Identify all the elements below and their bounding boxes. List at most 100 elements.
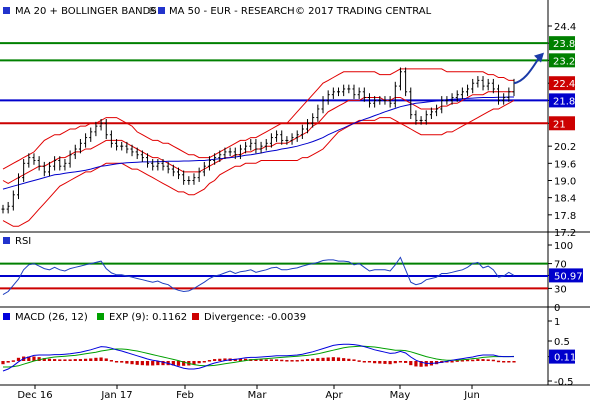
ma20-legend-swatch: [3, 7, 10, 14]
macd-divergence-bar: [140, 361, 144, 366]
macd-divergence-bar: [305, 359, 310, 361]
x-tick-label: May: [390, 390, 411, 400]
macd-divergence-bar: [161, 361, 165, 366]
macd-divergence-bar: [378, 361, 382, 364]
macd-divergence-bar: [259, 359, 263, 361]
ma50-legend-swatch: [158, 7, 165, 14]
macd-divergence-bar: [238, 358, 243, 361]
macd-current-box: [549, 349, 575, 364]
rsi-tick-label: 100: [554, 241, 573, 252]
x-axis: Dec 16 Jan 17 Feb Mar Apr May Jun: [17, 385, 480, 400]
macd-divergence-bar: [471, 359, 475, 362]
macd-divergence-bar: [213, 359, 217, 361]
macd-legend-swatch: [192, 313, 199, 320]
macd-main-line: [2, 343, 514, 372]
copyright-text: © 2017 TRADING CENTRAL: [295, 6, 432, 17]
macd-divergence-bar: [465, 359, 470, 362]
level-label-box-resistance: [549, 53, 575, 68]
macd-divergence-bar: [243, 358, 248, 361]
x-tick-label: Apr: [325, 390, 343, 400]
price-tick-label: 17.8: [554, 211, 576, 222]
macd-divergence-bar: [414, 361, 418, 367]
level-label-resistance: 23.8: [553, 39, 575, 50]
x-tick-label: Mar: [248, 390, 268, 400]
macd-divergence-bar: [11, 360, 15, 362]
macd-divergence-bar: [94, 357, 98, 361]
rsi-legend-swatch: [3, 237, 10, 244]
macd-divergence-bar: [502, 361, 506, 363]
macd-divergence-bar: [89, 358, 93, 361]
price-tick-label: 20.2: [554, 142, 576, 153]
macd-divergence-bar: [37, 357, 41, 361]
macd-divergence-bar: [295, 360, 299, 362]
macd-divergence-bar: [63, 359, 67, 361]
macd-divergence-bar: [145, 361, 150, 366]
macd-divergence-bar: [321, 357, 325, 361]
macd-divergence-bar: [419, 361, 423, 367]
macd-legend-swatch: [3, 313, 10, 320]
macd-divergence-bar: [99, 357, 103, 361]
level-label-box-resistance: [549, 36, 575, 51]
macd-divergence-bar: [404, 361, 408, 363]
macd-divergence-bar: [486, 359, 490, 361]
macd-divergence-bar: [507, 361, 511, 363]
macd-divergence-bar: [455, 360, 459, 362]
forecast-arrow-head: [534, 52, 544, 63]
macd-divergence-bar: [300, 359, 304, 362]
macd-divergence-bar: [254, 359, 258, 361]
price-candles: [1, 52, 544, 214]
level-label-current: 22.4: [553, 79, 575, 90]
ma50-legend-label: MA 50 - EUR - RESEARCH: [169, 6, 295, 17]
macd-current-label: 0.11: [554, 353, 576, 364]
macd-divergence-bar: [352, 359, 356, 361]
rsi-tick-label: 70: [554, 260, 567, 271]
macd-legend-label: EXP (9): 0.1162: [109, 312, 187, 323]
macd-divergence-bar: [83, 358, 88, 361]
rsi-line: [2, 256, 515, 296]
rsi-tick-label: 0: [554, 303, 560, 314]
macd-divergence-bar: [311, 358, 315, 361]
x-tick-label: Jun: [463, 390, 480, 400]
macd-divergence-bar: [135, 361, 139, 365]
macd-divergence-bar: [357, 360, 361, 362]
level-label-resistance: 23.2: [553, 56, 575, 67]
rsi-series-line: [2, 256, 515, 296]
macd-divergence-bar: [373, 361, 377, 364]
macd-divergence-bar: [202, 361, 206, 363]
macd-divergence-bar: [460, 360, 464, 362]
macd-divergence-bar: [274, 359, 279, 361]
macd-divergence-bar: [491, 359, 495, 362]
macd-divergence-bar: [104, 358, 108, 361]
price-tick-label: 18.4: [554, 194, 576, 205]
macd-divergence-bar: [120, 361, 124, 363]
macd-divergence-bar: [223, 358, 227, 361]
macd-divergence-bar: [6, 361, 10, 363]
macd-divergence-bar: [109, 360, 113, 362]
macd-divergence-bar: [53, 359, 57, 361]
macd-divergence-bar: [362, 361, 366, 363]
rsi-legend-label: RSI: [15, 236, 31, 247]
macd-divergence-bar: [264, 359, 268, 361]
macd-divergence-bar: [197, 361, 201, 364]
level-label-support: 21: [553, 119, 566, 130]
macd-divergence-bar: [32, 356, 36, 361]
macd-divergence-bar: [342, 358, 346, 361]
x-tick-label: Dec 16: [17, 390, 52, 400]
level-label-box-pivot: [549, 93, 575, 108]
x-tick-label: Jan 17: [100, 390, 132, 400]
header-legend: MA 20 + BOLLINGER BANDS ® MA 50 - EUR - …: [3, 6, 432, 17]
macd-divergence-bar: [192, 361, 196, 365]
macd-divergence-bar: [367, 361, 372, 363]
price-tick-label: 19.6: [554, 159, 576, 170]
macd-divergence-bar: [130, 361, 134, 365]
rsi-current-label: 50.97: [554, 271, 583, 282]
macd-divergence-bar: [383, 361, 387, 364]
level-label-box-current: [549, 76, 575, 91]
macd-divergence-bar: [78, 359, 83, 361]
macd-divergence-bar: [476, 359, 480, 361]
macd-legend-label: MACD (26, 12): [15, 312, 88, 323]
macd-legend: MACD (26, 12) EXP (9): 0.1162 Divergence: …: [3, 312, 306, 323]
macd-divergence-bar: [450, 361, 454, 363]
